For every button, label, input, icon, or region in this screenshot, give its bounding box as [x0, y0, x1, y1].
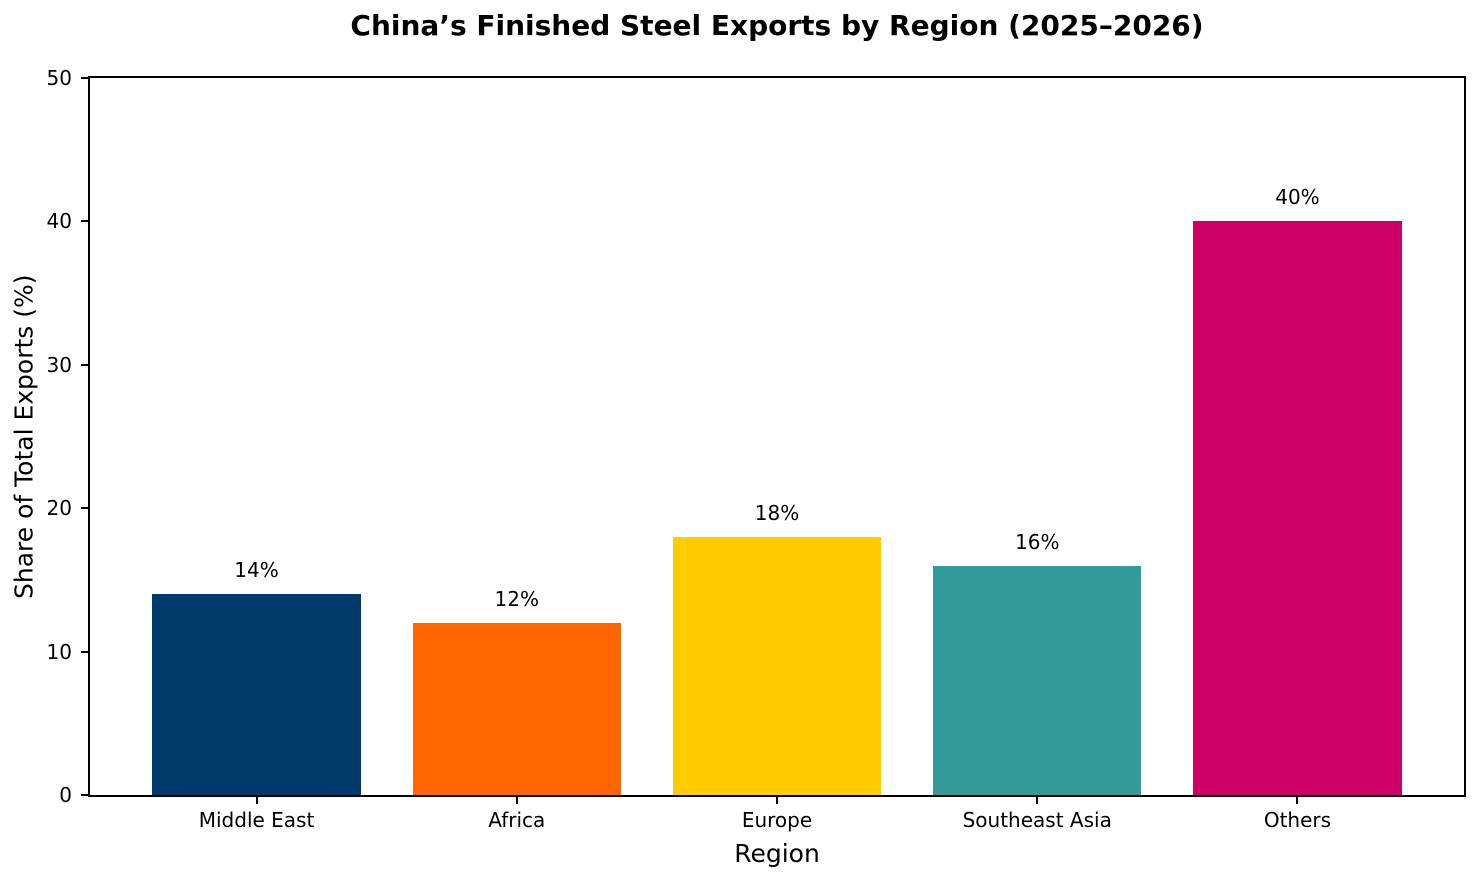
x-tick-label-middle-east: Middle East: [198, 808, 315, 832]
bar-value-label-europe: 18%: [754, 500, 800, 525]
y-tick-label-0: 0: [59, 783, 72, 807]
y-tick-mark-0: [81, 794, 88, 796]
bar-value-label-southeast-asia: 16%: [1014, 529, 1060, 554]
x-tick-mark-africa: [515, 797, 518, 804]
y-tick-mark-20: [81, 507, 88, 510]
x-tick-label-others: Others: [1263, 808, 1332, 832]
y-tick-label-20: 20: [46, 496, 72, 521]
y-tick-mark-10: [81, 650, 88, 653]
x-tick-mark-others: [1296, 797, 1299, 804]
x-tick-mark-southeast-asia: [1036, 797, 1039, 804]
y-axis-title: Share of Total Exports (%): [9, 274, 39, 599]
x-tick-label-southeast-asia: Southeast Asia: [962, 808, 1112, 832]
bar-others: [1193, 221, 1402, 795]
bar-southeast-asia: [933, 565, 1142, 795]
y-tick-label-30: 30: [46, 352, 72, 377]
bar-value-label-middle-east: 14%: [234, 558, 279, 583]
bar-value-label-others: 40%: [1275, 185, 1320, 210]
y-tick-mark-50: [81, 77, 88, 79]
y-tick-mark-40: [81, 220, 88, 223]
x-tick-label-africa: Africa: [488, 808, 546, 832]
y-tick-mark-30: [81, 363, 88, 366]
x-tick-label-europe: Europe: [741, 808, 813, 832]
x-tick-mark-middle-east: [255, 797, 258, 804]
bar-africa: [412, 622, 621, 795]
y-tick-label-10: 10: [46, 639, 72, 664]
bar-middle-east: [152, 594, 361, 795]
bar-value-label-africa: 12%: [494, 586, 539, 611]
bar-europe: [672, 536, 882, 795]
y-tick-label-50: 50: [46, 66, 72, 90]
chart-title: China’s Finished Steel Exports by Region…: [350, 9, 1204, 42]
plot-area: 14% 12% 18% 16% 40%: [88, 76, 1466, 797]
x-tick-mark-europe: [776, 797, 778, 804]
x-axis-title: Region: [734, 839, 820, 868]
y-tick-label-40: 40: [46, 209, 72, 234]
